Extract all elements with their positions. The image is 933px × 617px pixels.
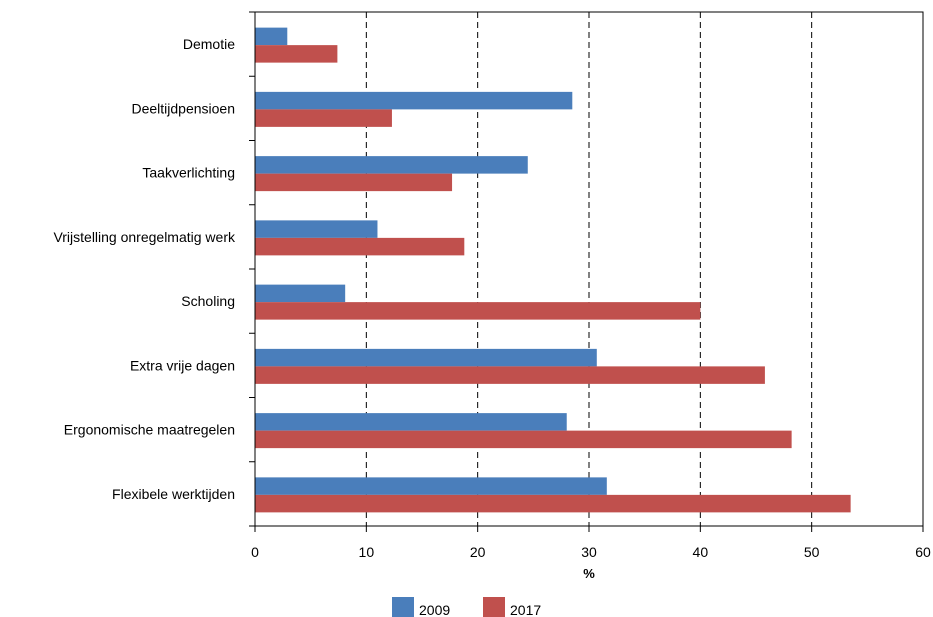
bar-2017-2 xyxy=(255,109,392,127)
bar-2009-2 xyxy=(255,91,573,110)
category-label: Demotie xyxy=(183,36,235,52)
category-label: Scholing xyxy=(181,293,235,309)
bar-2017-7 xyxy=(255,430,792,449)
axes xyxy=(249,11,924,527)
bar-2009-1 xyxy=(255,27,288,46)
legend-label-2017: 2017 xyxy=(510,602,541,617)
legend-swatch-2009 xyxy=(392,597,414,617)
x-tick-label: 60 xyxy=(915,544,931,560)
bars xyxy=(255,27,851,513)
bar-2017-1 xyxy=(255,45,338,63)
x-axis-ticks: 0 10 20 30 40 50 60 xyxy=(251,526,931,560)
category-label: Extra vrije dagen xyxy=(130,357,235,373)
x-tick-label: 10 xyxy=(359,544,375,560)
bar-2009-8 xyxy=(255,477,607,495)
bar-2017-5 xyxy=(255,302,701,320)
bar-2009-7 xyxy=(255,413,567,431)
legend-swatch-2017 xyxy=(483,597,505,617)
bar-2017-6 xyxy=(255,366,765,384)
x-tick-label: 50 xyxy=(804,544,820,560)
category-label: Flexibele werktijden xyxy=(112,486,235,502)
bar-2017-4 xyxy=(255,237,465,256)
bar-2009-3 xyxy=(255,156,528,174)
category-label: Ergonomische maatregelen xyxy=(64,422,235,438)
category-label: Deeltijdpensioen xyxy=(131,100,235,116)
plot-area-frame xyxy=(254,11,924,527)
bar-2009-4 xyxy=(255,220,378,238)
category-labels: Demotie Deeltijdpensioen Taakverlichting Vr… xyxy=(53,36,236,502)
category-label: Vrijstelling onregelmatig werk xyxy=(53,229,236,245)
x-axis-label: % xyxy=(583,566,595,581)
bar-2017-3 xyxy=(255,173,453,192)
bar-2017-8 xyxy=(255,494,851,513)
x-tick-label: 0 xyxy=(251,544,259,560)
category-label: Taakverlichting xyxy=(142,165,235,181)
bar-2009-6 xyxy=(255,348,597,367)
x-tick-label: 40 xyxy=(693,544,709,560)
legend-label-2009: 2009 xyxy=(419,602,450,617)
legend: 2009 2017 xyxy=(392,597,541,617)
bar-2009-5 xyxy=(255,284,346,303)
x-tick-label: 30 xyxy=(581,544,597,560)
x-tick-label: 20 xyxy=(470,544,486,560)
gridlines xyxy=(365,12,813,526)
